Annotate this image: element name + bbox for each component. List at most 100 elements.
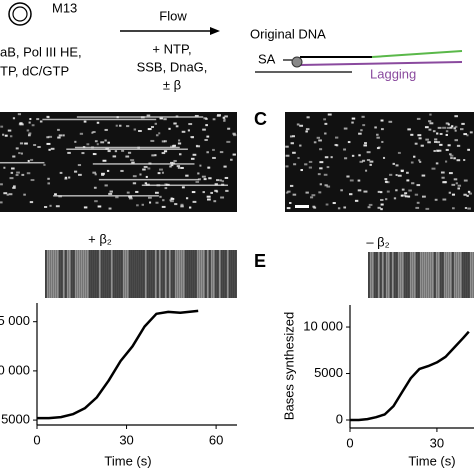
plasmid-icon: [8, 2, 32, 26]
spot: [222, 116, 225, 119]
panel-caption: + β₂: [88, 231, 112, 246]
spot: [305, 130, 308, 133]
spot: [316, 136, 320, 139]
spot: [357, 179, 361, 182]
spot: [115, 124, 118, 127]
spot: [438, 149, 442, 152]
stripe: [47, 250, 49, 298]
streak: [42, 118, 157, 121]
spot: [469, 131, 473, 134]
spot: [285, 145, 289, 148]
spot: [132, 182, 137, 185]
spot: [214, 183, 218, 186]
spot: [453, 178, 458, 181]
spot: [376, 136, 380, 139]
spot: [26, 172, 31, 175]
spot: [330, 156, 333, 159]
stripe: [143, 250, 145, 298]
spot: [28, 132, 32, 135]
stripe: [396, 252, 398, 298]
stripe: [123, 250, 125, 298]
spot: [221, 180, 225, 183]
stripe: [165, 250, 167, 298]
spot: [219, 179, 222, 182]
spot: [381, 140, 384, 143]
spot: [332, 202, 336, 205]
flow-arrowhead: [210, 27, 220, 35]
spot: [380, 208, 383, 211]
spot: [131, 161, 135, 164]
spot: [447, 144, 451, 147]
x-tick-label: 60: [209, 432, 223, 447]
spot: [93, 186, 97, 189]
spot: [380, 203, 384, 206]
spot: [147, 128, 152, 131]
spot: [421, 195, 426, 198]
spot: [317, 173, 321, 176]
spot: [433, 140, 438, 143]
spot: [319, 183, 322, 186]
streak: [141, 184, 228, 187]
spot: [43, 163, 46, 166]
stripe: [468, 252, 470, 298]
spot: [164, 187, 168, 190]
spot: [397, 174, 402, 177]
spot: [233, 134, 237, 137]
lagging-label: Lagging: [370, 66, 416, 81]
spot: [313, 141, 317, 144]
spot: [23, 193, 26, 196]
spot: [17, 113, 22, 116]
spot: [310, 196, 314, 199]
spot: [94, 140, 98, 143]
y-tick-label: 5000: [314, 365, 343, 380]
spot: [434, 198, 438, 201]
spot: [366, 151, 371, 154]
spot: [287, 190, 291, 193]
spot: [94, 200, 98, 203]
spot: [177, 166, 180, 169]
spot: [208, 177, 212, 180]
spot: [343, 127, 348, 130]
spot: [379, 191, 383, 194]
spot: [324, 122, 328, 125]
spot: [4, 134, 8, 137]
spot: [161, 152, 166, 155]
stripe: [225, 250, 227, 298]
spot: [457, 187, 461, 190]
streak: [92, 163, 195, 165]
spot: [404, 195, 408, 198]
data-line: [37, 309, 199, 420]
stripe: [207, 250, 209, 298]
spot: [109, 190, 113, 193]
stripe: [95, 250, 97, 298]
stripe: [149, 250, 151, 298]
data-line: [350, 330, 470, 422]
stripe: [410, 252, 412, 298]
spot: [151, 154, 155, 157]
spot: [226, 140, 231, 143]
stripe: [400, 252, 402, 298]
spot: [219, 151, 224, 154]
dna-title: Original DNA: [250, 26, 326, 41]
spot: [9, 135, 13, 138]
stripe: [434, 252, 436, 298]
spot: [463, 193, 467, 196]
spot: [439, 132, 443, 135]
stripe: [71, 250, 73, 298]
spot: [450, 157, 453, 160]
spot: [149, 201, 152, 204]
stripe: [382, 252, 384, 298]
spot: [308, 160, 313, 163]
spot: [204, 138, 208, 141]
stripe: [53, 250, 55, 298]
spot: [420, 144, 424, 147]
spot: [107, 150, 111, 153]
stripe: [199, 250, 201, 298]
spot: [369, 160, 374, 163]
spot: [0, 125, 4, 128]
spot: [188, 123, 193, 126]
spot: [407, 195, 411, 198]
stripe: [414, 252, 416, 298]
spot: [291, 135, 295, 138]
spot: [346, 175, 350, 178]
